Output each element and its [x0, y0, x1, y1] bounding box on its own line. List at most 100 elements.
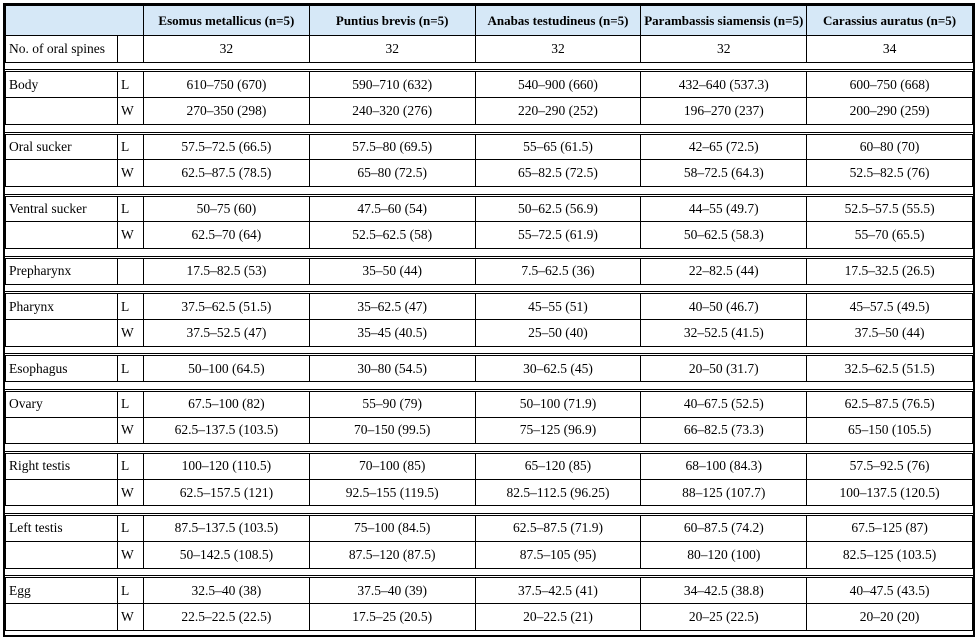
measurement-value-cell: 55–65 (61.5): [474, 132, 642, 161]
section-separator-cell: [5, 505, 973, 516]
measurement-value-cell: 50–62.5 (56.9): [474, 194, 642, 223]
row-label-cell: [5, 97, 118, 125]
dimension-cell: L: [117, 389, 144, 418]
measurement-value-cell: 100–120 (110.5): [143, 451, 310, 480]
measurement-row: W 50–142.5 (108.5) 87.5–120 (87.5) 87.5–105…: [5, 540, 973, 569]
section-separator-cell: [5, 186, 973, 197]
measurement-value-cell: 200–290 (259): [806, 97, 973, 125]
measurement-value-cell: 50–100 (64.5): [143, 354, 310, 383]
measurement-value-cell: 40–67.5 (52.5): [640, 389, 808, 418]
dimension-cell: W: [117, 221, 144, 250]
row-label-cell: No. of oral spines: [5, 35, 118, 63]
measurement-value-cell: 57.5–72.5 (66.5): [143, 132, 310, 161]
dimension-cell: W: [117, 602, 144, 632]
section-separator-row: [5, 283, 973, 295]
measurement-value-cell: 34–42.5 (38.8): [640, 576, 808, 604]
measurement-value-cell: 20–25 (22.5): [640, 602, 808, 632]
section-separator-row: [5, 123, 973, 135]
measurement-value-cell: 37.5–50 (44): [806, 318, 973, 347]
measurement-value-cell: 57.5–80 (69.5): [308, 132, 476, 161]
measurement-value-cell: 17.5–82.5 (53): [143, 256, 310, 285]
measurement-value-cell: 20–50 (31.7): [640, 354, 808, 383]
measurement-row: Body L 610–750 (670) 590–710 (632) 540–900 (…: [5, 70, 973, 99]
row-label-cell: [5, 540, 118, 569]
measurement-value-cell: 32–52.5 (41.5): [640, 318, 808, 347]
measurement-value-cell: 20–20 (20): [806, 602, 973, 632]
section-separator-row: [5, 443, 973, 454]
row-label-cell: Oral sucker: [5, 132, 118, 161]
measurement-value-cell: 67.5–125 (87): [806, 514, 973, 542]
measurement-value-cell: 22.5–22.5 (22.5): [143, 602, 310, 632]
measurement-value-cell: 57.5–92.5 (76): [806, 451, 973, 480]
row-label-cell: Right testis: [5, 451, 118, 480]
measurement-value-cell: 40–50 (46.7): [640, 292, 808, 320]
section-separator-cell: [5, 443, 973, 454]
measurement-value-cell: 37.5–40 (39): [308, 576, 476, 604]
measurement-value-cell: 62.5–87.5 (71.9): [474, 514, 642, 542]
measurement-value-cell: 32: [640, 35, 808, 63]
measurement-value-cell: 17.5–32.5 (26.5): [806, 256, 973, 285]
measurement-value-cell: 35–50 (44): [308, 256, 476, 285]
section-separator-row: [5, 567, 973, 579]
measurement-value-cell: 65–82.5 (72.5): [474, 159, 642, 188]
row-label-cell: [5, 602, 118, 632]
measurement-value-cell: 67.5–100 (82): [143, 389, 310, 418]
measurement-value-cell: 610–750 (670): [143, 70, 310, 99]
measurement-value-cell: 32: [474, 35, 642, 63]
measurement-row: Left testis L 87.5–137.5 (103.5) 75–100 (84…: [5, 514, 973, 542]
measurement-value-cell: 37.5–62.5 (51.5): [143, 292, 310, 320]
measurement-value-cell: 62.5–70 (64): [143, 221, 310, 250]
dimension-cell: L: [117, 70, 144, 99]
dimension-cell: W: [117, 159, 144, 188]
measurement-value-cell: 82.5–112.5 (96.25): [474, 478, 642, 507]
species-header-row: Esomus metallicus (n=5) Puntius brevis (n…: [5, 5, 973, 36]
measurement-row: Right testis L 100–120 (110.5) 70–100 (85) 6…: [5, 451, 973, 480]
measurement-value-cell: 66–82.5 (73.3): [640, 416, 808, 445]
measurement-row: W 62.5–70 (64) 52.5–62.5 (58) 55–72.5 (61.9…: [5, 221, 973, 250]
measurement-value-cell: 32.5–40 (38): [143, 576, 310, 604]
dimension-cell: L: [117, 292, 144, 320]
measurement-value-cell: 70–150 (99.5): [308, 416, 476, 445]
dimension-cell: L: [117, 576, 144, 604]
measurement-value-cell: 82.5–125 (103.5): [806, 540, 973, 569]
measurement-value-cell: 20–22.5 (21): [474, 602, 642, 632]
measurement-value-cell: 65–120 (85): [474, 451, 642, 480]
measurement-value-cell: 35–62.5 (47): [308, 292, 476, 320]
measurement-value-cell: 220–290 (252): [474, 97, 642, 125]
measurement-row: Ventral sucker L 50–75 (60) 47.5–60 (54) 50–…: [5, 194, 973, 223]
row-label-cell: Esophagus: [5, 354, 118, 383]
measurement-value-cell: 22–82.5 (44): [640, 256, 808, 285]
dimension-cell: [117, 35, 144, 63]
measurement-value-cell: 45–57.5 (49.5): [806, 292, 973, 320]
measurement-value-cell: 65–80 (72.5): [308, 159, 476, 188]
section-separator-cell: [5, 567, 973, 579]
measurement-value-cell: 70–100 (85): [308, 451, 476, 480]
section-separator-cell: [5, 283, 973, 295]
measurement-value-cell: 37.5–42.5 (41): [474, 576, 642, 604]
measurement-value-cell: 87.5–137.5 (103.5): [143, 514, 310, 542]
measurement-value-cell: 58–72.5 (64.3): [640, 159, 808, 188]
measurement-value-cell: 60–87.5 (74.2): [640, 514, 808, 542]
measurement-value-cell: 32: [143, 35, 310, 63]
measurement-value-cell: 60–80 (70): [806, 132, 973, 161]
measurement-value-cell: 25–50 (40): [474, 318, 642, 347]
measurement-value-cell: 240–320 (276): [308, 97, 476, 125]
header-corner-cell: [5, 5, 144, 36]
measurement-value-cell: 87.5–105 (95): [474, 540, 642, 569]
measurement-row: W 22.5–22.5 (22.5) 17.5–25 (20.5) 20–22.5 (…: [5, 602, 973, 632]
measurement-value-cell: 50–100 (71.9): [474, 389, 642, 418]
dimension-cell: W: [117, 97, 144, 125]
measurement-value-cell: 55–90 (79): [308, 389, 476, 418]
dimension-cell: L: [117, 354, 144, 383]
measurement-value-cell: 52.5–62.5 (58): [308, 221, 476, 250]
measurement-row: Prepharynx 17.5–82.5 (53) 35–50 (44) 7.5–62…: [5, 256, 973, 285]
measurement-value-cell: 55–72.5 (61.9): [474, 221, 642, 250]
measurement-value-cell: 52.5–57.5 (55.5): [806, 194, 973, 223]
dimension-cell: L: [117, 194, 144, 223]
measurement-value-cell: 62.5–87.5 (76.5): [806, 389, 973, 418]
measurement-value-cell: 68–100 (84.3): [640, 451, 808, 480]
species-header-cell-3: Anabas testudineus (n=5): [474, 5, 642, 36]
measurement-row: W 270–350 (298) 240–320 (276) 220–290 (252)…: [5, 97, 973, 125]
dimension-cell: W: [117, 318, 144, 347]
measurement-value-cell: 88–125 (107.7): [640, 478, 808, 507]
